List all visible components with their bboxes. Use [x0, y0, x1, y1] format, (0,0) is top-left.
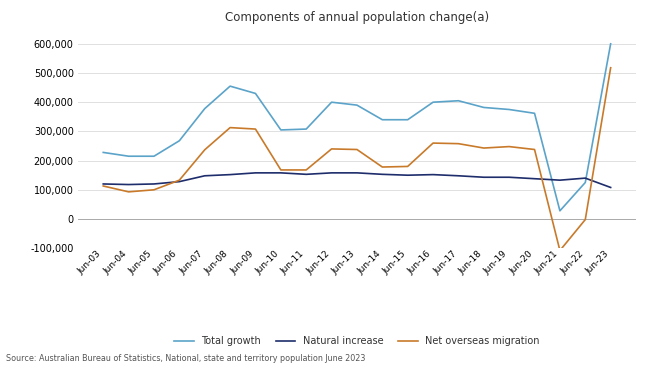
Line: Net overseas migration: Net overseas migration [103, 68, 611, 250]
Natural increase [429, 172, 437, 177]
Total growth [454, 99, 462, 103]
Natural increase [277, 171, 285, 175]
Total growth [302, 127, 310, 131]
Total growth [429, 100, 437, 104]
Total growth [480, 105, 487, 110]
Natural increase [252, 171, 260, 175]
Natural increase [227, 172, 234, 177]
Net overseas migration [328, 147, 336, 151]
Total growth [150, 154, 158, 158]
Net overseas migration [353, 147, 361, 152]
Title: Components of annual population change(a): Components of annual population change(a… [225, 11, 489, 24]
Net overseas migration [201, 147, 208, 152]
Natural increase [201, 174, 208, 178]
Text: Source: Australian Bureau of Statistics, National, state and territory populatio: Source: Australian Bureau of Statistics,… [6, 354, 366, 363]
Total growth [201, 107, 208, 111]
Total growth [277, 128, 285, 132]
Natural increase [378, 172, 386, 177]
Total growth [328, 100, 336, 104]
Natural increase [353, 171, 361, 175]
Total growth [404, 118, 411, 122]
Net overseas migration [506, 145, 513, 149]
Total growth [252, 91, 260, 96]
Net overseas migration [378, 165, 386, 169]
Total growth [125, 154, 132, 158]
Net overseas migration [252, 127, 260, 131]
Total growth [531, 111, 539, 115]
Natural increase [454, 174, 462, 178]
Net overseas migration [556, 248, 564, 253]
Natural increase [302, 172, 310, 177]
Net overseas migration [125, 190, 132, 194]
Natural increase [150, 182, 158, 186]
Net overseas migration [175, 178, 183, 182]
Total growth [175, 139, 183, 143]
Natural increase [328, 171, 336, 175]
Net overseas migration [277, 168, 285, 172]
Legend: Total growth, Natural increase, Net overseas migration: Total growth, Natural increase, Net over… [174, 336, 540, 346]
Net overseas migration [607, 66, 615, 70]
Net overseas migration [531, 147, 539, 152]
Total growth [99, 150, 107, 155]
Natural increase [404, 173, 411, 177]
Net overseas migration [99, 184, 107, 188]
Net overseas migration [582, 218, 589, 222]
Natural increase [607, 185, 615, 190]
Natural increase [506, 175, 513, 180]
Total growth [607, 42, 615, 46]
Natural increase [175, 180, 183, 184]
Net overseas migration [454, 142, 462, 146]
Total growth [378, 118, 386, 122]
Natural increase [480, 175, 487, 180]
Line: Total growth: Total growth [103, 44, 611, 211]
Net overseas migration [429, 141, 437, 145]
Natural increase [582, 176, 589, 180]
Total growth [556, 209, 564, 213]
Total growth [227, 84, 234, 88]
Net overseas migration [480, 146, 487, 150]
Net overseas migration [227, 126, 234, 130]
Net overseas migration [404, 164, 411, 169]
Net overseas migration [150, 188, 158, 192]
Natural increase [125, 182, 132, 187]
Natural increase [99, 182, 107, 186]
Line: Natural increase: Natural increase [103, 173, 611, 188]
Total growth [582, 180, 589, 185]
Natural increase [556, 178, 564, 182]
Total growth [353, 103, 361, 107]
Net overseas migration [302, 168, 310, 172]
Natural increase [531, 177, 539, 181]
Total growth [506, 107, 513, 112]
